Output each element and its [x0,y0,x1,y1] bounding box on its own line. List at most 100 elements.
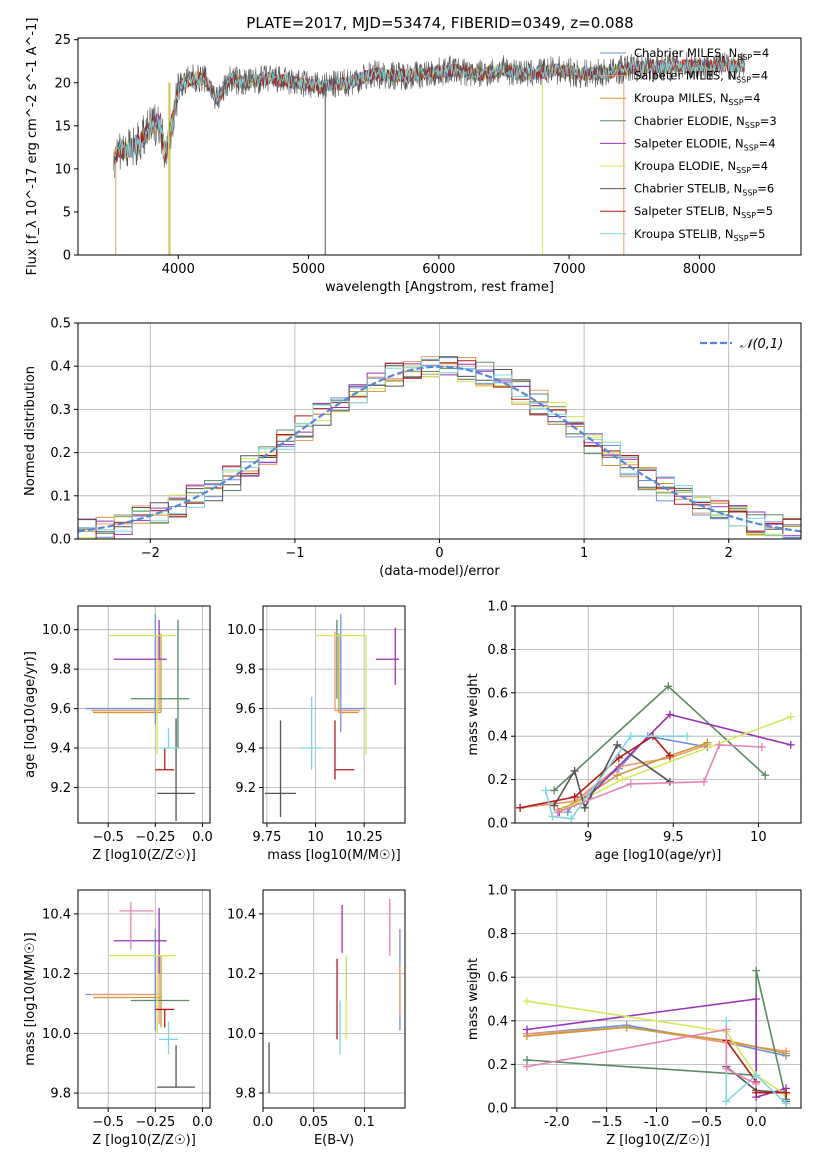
x-tick-label: 6000 [422,262,455,277]
spectrum-frame [77,37,802,256]
weight-marker [567,814,576,823]
y-tick-label: 10 [54,162,71,177]
x-tick-label: −1.5 [591,1115,623,1130]
mass-vs-ebv-frame [262,889,406,1109]
y-tick-label: 9.2 [235,781,256,796]
weight-marker [522,1062,531,1071]
x-tick-label: −0.25 [135,830,175,845]
y-tick-label: 9.8 [50,1087,71,1102]
y-tick-label: 10.2 [42,967,71,982]
residuals-plot-area [78,356,801,539]
weight-line [562,715,792,811]
y-tick-label: 0.8 [487,927,508,942]
y-tick-label: 0.4 [487,1014,508,1029]
y-tick-label: 10.2 [227,967,256,982]
x-tick-label: 7000 [553,262,586,277]
weight-marker [761,771,770,780]
x-tick-label: −0.25 [135,1115,175,1130]
x-tick-label: −0.5 [92,1115,124,1130]
weight-marker [553,808,562,817]
weight-marker [522,997,531,1006]
x-tick-label: 2 [725,546,733,561]
legend-entry: Chabrier ELODIE, NSSP=3 [634,114,777,130]
spectrum-ylabel: Flux [f_λ 10^-17 erg cm^-2 s^-1 A^-1] [25,18,40,276]
age-vs-mass-plot-area [264,613,400,818]
residuals-panel: −2 −1 0 1 2 0.0 0.1 0.2 0.3 0.4 0.5 (data-model)/er… [23,317,802,579]
weight-vs-Z-frame [514,889,802,1109]
y-tick-label: 5 [63,205,71,220]
y-tick-label: 15 [54,119,71,134]
weight-marker [715,740,724,749]
x-tick-label: 10 [750,830,767,845]
x-tick-label: 4000 [162,262,195,277]
y-tick-label: 9.4 [235,742,256,757]
weight-vs-age-ylabel: mass weight [466,673,481,755]
mass-vs-ebv-plot-area [268,898,401,1094]
legend-entry: 𝒩(0,1) [740,337,783,352]
spectrum-legend: Chabrier MILES, NSSP=4 Salpeter MILES, NS… [600,46,777,243]
mass-vs-ebv-xlabel: E(B-V) [314,1133,354,1148]
age-vs-Z-panel: −0.5 −0.25 0.0 9.2 9.4 9.6 9.8 10.0 Z [log10(Z/Z… [23,605,213,863]
y-tick-label: 10.4 [227,907,256,922]
weight-marker [786,740,795,749]
y-tick-label: 0.4 [487,730,508,745]
legend-entry: Salpeter STELIB, NSSP=5 [634,204,773,220]
age-vs-Z-plot-area [85,613,195,822]
weight-vs-Z-plot-area [522,966,791,1108]
x-tick-label: −0.5 [691,1115,723,1130]
residuals-ylabel: Normed distribution [23,366,38,496]
y-tick-label: 9.4 [50,742,71,757]
weight-vs-Z-xlabel: Z [log10(Z/Z☉)] [606,1133,710,1148]
age-vs-mass-panel: 9.75 10 10.25 9.2 9.4 9.6 9.8 10.0 mass [log10(M… [227,605,406,863]
mass-vs-Z-frame [77,889,211,1109]
x-tick-label: 5000 [292,262,325,277]
weight-marker [548,812,557,821]
y-tick-label: 0 [63,249,71,264]
x-tick-label: 0.0 [192,1115,213,1130]
weight-marker [570,792,579,801]
spectrum-panel: 4000 5000 6000 7000 8000 0 5 10 15 20 25 wavelength… [25,18,802,295]
weight-marker [722,1016,731,1025]
weight-marker [722,1064,731,1073]
spectrum-plot-area [112,51,746,255]
legend-entry: Salpeter MILES, NSSP=4 [634,69,768,85]
spectrum-xlabel: wavelength [Angstrom, rest frame] [325,280,554,295]
x-tick-label: 0.0 [192,830,213,845]
age-vs-mass-xlabel: mass [log10(M/M☉)] [267,848,400,863]
x-tick-label: 9 [584,830,592,845]
x-tick-label: 0.1 [354,1115,375,1130]
weight-marker [757,743,766,752]
age-vs-mass-frame [262,605,406,824]
weight-marker [541,786,550,795]
weight-marker [550,801,559,810]
weight-marker [786,712,795,721]
weight-marker [682,732,691,741]
y-tick-label: 1.0 [487,600,508,615]
spectrum-line [114,58,745,159]
y-tick-label: 0.3 [50,403,71,418]
weight-vs-age-plot-area [516,682,795,823]
legend-entry: Chabrier MILES, NSSP=4 [634,46,769,62]
y-tick-label: 10.0 [42,623,71,638]
weight-marker [703,738,712,747]
mass-vs-Z-ylabel: mass [log10(M/M☉)] [23,932,38,1065]
x-tick-label: -2.0 [544,1115,569,1130]
figure-title: PLATE=2017, MJD=53474, FIBERID=0349, z=0… [246,14,633,32]
y-tick-label: 9.2 [50,781,71,796]
normal-reference-curve [78,365,801,533]
weight-marker [613,771,622,780]
weight-marker [613,740,622,749]
x-tick-label: −1 [285,546,304,561]
y-tick-label: 0.0 [487,817,508,832]
weight-marker [563,808,572,817]
y-tick-label: 0.8 [487,643,508,658]
y-tick-label: 9.8 [235,1087,256,1102]
weight-marker [664,682,673,691]
weight-marker [626,732,635,741]
weight-marker [722,1025,731,1034]
panels-group: 4000 5000 6000 7000 80000510152025wavelength… [23,18,802,1148]
age-vs-Z-xlabel: Z [log10(Z/Z☉)] [92,848,196,863]
weight-marker [550,786,559,795]
weight-vs-age-xlabel: age [log10(age/yr)] [595,848,722,863]
weight-marker [699,777,708,786]
